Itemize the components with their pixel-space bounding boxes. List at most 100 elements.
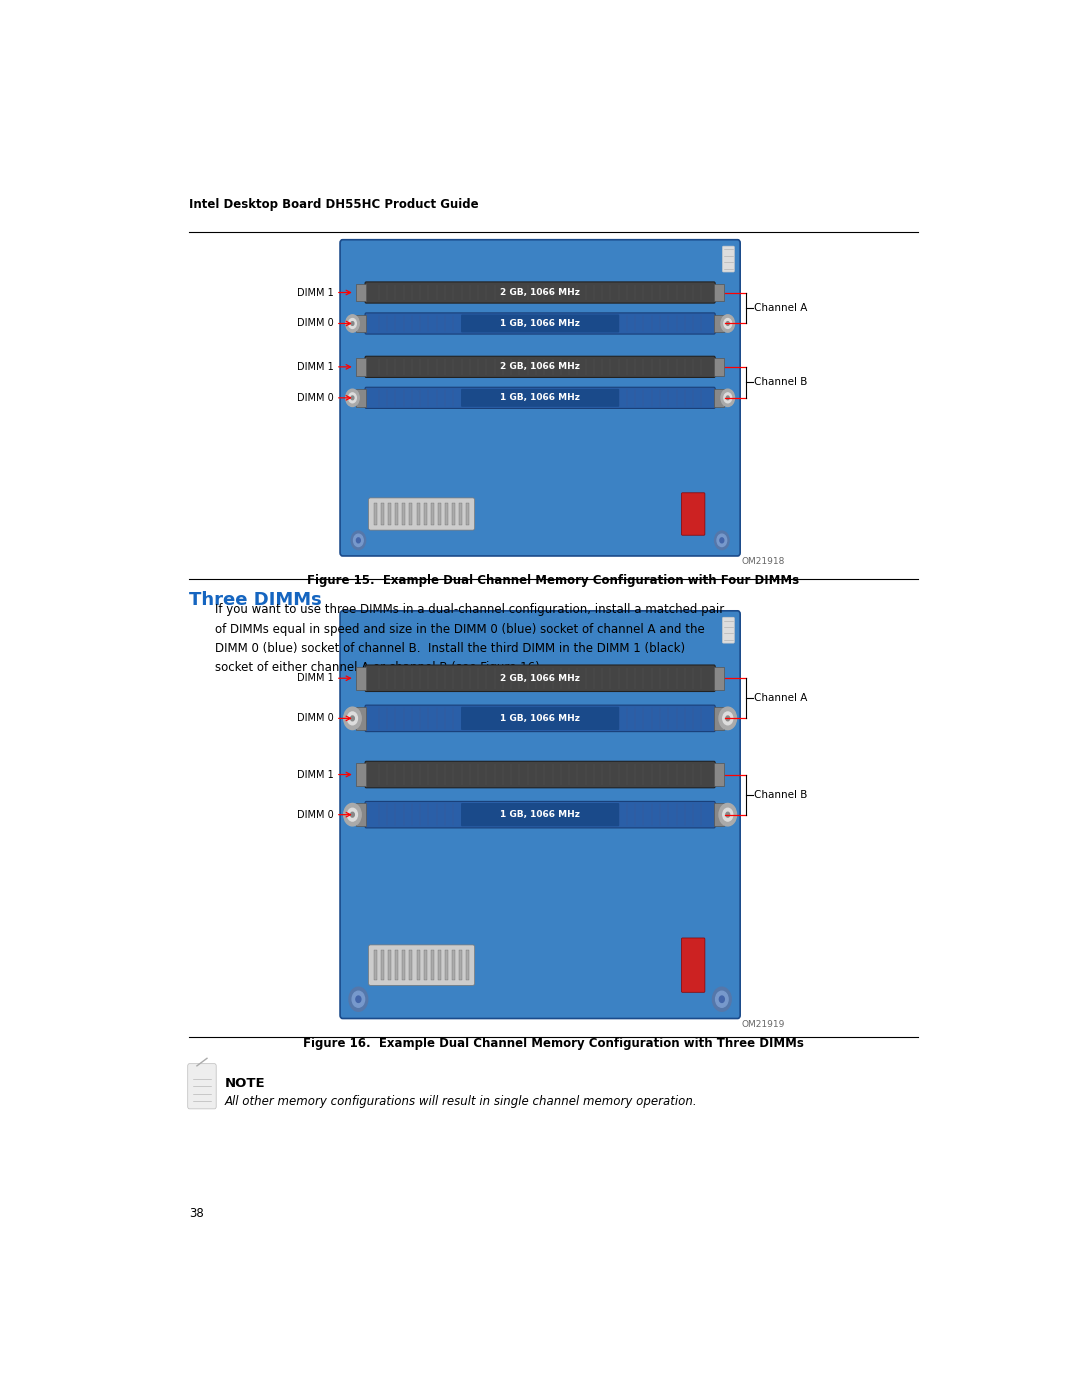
Bar bbox=[445, 503, 448, 525]
Text: Channel B: Channel B bbox=[754, 789, 808, 799]
Circle shape bbox=[351, 717, 354, 721]
FancyBboxPatch shape bbox=[356, 388, 366, 407]
Text: 38: 38 bbox=[189, 1207, 204, 1220]
Circle shape bbox=[719, 707, 737, 729]
FancyBboxPatch shape bbox=[188, 1063, 216, 1109]
FancyBboxPatch shape bbox=[461, 388, 619, 407]
Bar bbox=[423, 950, 427, 979]
Text: DIMM 1: DIMM 1 bbox=[297, 673, 334, 683]
Circle shape bbox=[723, 809, 732, 821]
Bar bbox=[417, 950, 419, 979]
Bar bbox=[402, 503, 405, 525]
Text: DIMM 0: DIMM 0 bbox=[297, 810, 334, 820]
Text: DIMM 1: DIMM 1 bbox=[297, 288, 334, 298]
FancyBboxPatch shape bbox=[365, 761, 715, 788]
Text: DIMM 1: DIMM 1 bbox=[297, 362, 334, 372]
Text: 1 GB, 1066 MHz: 1 GB, 1066 MHz bbox=[500, 319, 580, 328]
Circle shape bbox=[349, 393, 356, 402]
Circle shape bbox=[349, 319, 356, 328]
Circle shape bbox=[351, 321, 354, 326]
Circle shape bbox=[720, 538, 724, 543]
Text: Channel A: Channel A bbox=[754, 693, 808, 703]
Circle shape bbox=[351, 531, 366, 549]
FancyBboxPatch shape bbox=[356, 763, 366, 787]
Circle shape bbox=[348, 809, 357, 821]
FancyBboxPatch shape bbox=[714, 666, 724, 690]
Circle shape bbox=[343, 803, 361, 826]
Bar bbox=[431, 950, 434, 979]
Text: 2 GB, 1066 MHz: 2 GB, 1066 MHz bbox=[500, 288, 580, 298]
Bar bbox=[437, 503, 441, 525]
FancyBboxPatch shape bbox=[356, 666, 366, 690]
Bar bbox=[395, 503, 399, 525]
Circle shape bbox=[356, 996, 361, 1003]
Circle shape bbox=[348, 712, 357, 725]
Circle shape bbox=[715, 531, 729, 549]
Text: If you want to use three DIMMs in a dual-channel configuration, install a matche: If you want to use three DIMMs in a dual… bbox=[215, 604, 724, 616]
Circle shape bbox=[346, 390, 360, 407]
FancyBboxPatch shape bbox=[714, 707, 724, 731]
Text: Figure 16.  Example Dual Channel Memory Configuration with Three DIMMs: Figure 16. Example Dual Channel Memory C… bbox=[303, 1037, 804, 1049]
Text: Channel B: Channel B bbox=[754, 377, 808, 387]
Text: Three DIMMs: Three DIMMs bbox=[189, 591, 322, 609]
FancyBboxPatch shape bbox=[365, 387, 715, 408]
Circle shape bbox=[351, 395, 354, 400]
FancyBboxPatch shape bbox=[714, 803, 724, 826]
FancyBboxPatch shape bbox=[356, 314, 366, 332]
Text: NOTE: NOTE bbox=[225, 1077, 266, 1090]
Circle shape bbox=[343, 707, 361, 729]
FancyBboxPatch shape bbox=[340, 610, 740, 1018]
Bar bbox=[388, 503, 391, 525]
Circle shape bbox=[726, 812, 730, 817]
Text: 1 GB, 1066 MHz: 1 GB, 1066 MHz bbox=[500, 810, 580, 819]
Bar bbox=[402, 950, 405, 979]
Circle shape bbox=[719, 803, 737, 826]
Bar bbox=[409, 503, 413, 525]
Text: Intel Desktop Board DH55HC Product Guide: Intel Desktop Board DH55HC Product Guide bbox=[189, 198, 480, 211]
Bar bbox=[453, 503, 455, 525]
Circle shape bbox=[724, 319, 731, 328]
FancyBboxPatch shape bbox=[356, 358, 366, 376]
Bar bbox=[467, 503, 470, 525]
FancyBboxPatch shape bbox=[461, 803, 619, 826]
Circle shape bbox=[353, 534, 363, 546]
Text: DIMM 0: DIMM 0 bbox=[297, 393, 334, 402]
Circle shape bbox=[724, 393, 731, 402]
FancyBboxPatch shape bbox=[714, 388, 724, 407]
Circle shape bbox=[356, 538, 361, 543]
Bar bbox=[381, 503, 383, 525]
Text: DIMM 0: DIMM 0 bbox=[297, 319, 334, 328]
Bar bbox=[431, 503, 434, 525]
Bar bbox=[388, 950, 391, 979]
Bar bbox=[374, 950, 377, 979]
FancyBboxPatch shape bbox=[356, 707, 366, 731]
Text: All other memory configurations will result in single channel memory operation.: All other memory configurations will res… bbox=[225, 1095, 698, 1108]
Circle shape bbox=[351, 812, 354, 817]
FancyBboxPatch shape bbox=[461, 314, 619, 332]
Text: 1 GB, 1066 MHz: 1 GB, 1066 MHz bbox=[500, 394, 580, 402]
Bar bbox=[409, 950, 413, 979]
Text: Figure 15.  Example Dual Channel Memory Configuration with Four DIMMs: Figure 15. Example Dual Channel Memory C… bbox=[308, 574, 799, 587]
Circle shape bbox=[726, 717, 730, 721]
Bar bbox=[417, 503, 419, 525]
Text: socket of either channel A or channel B (see Figure 16).: socket of either channel A or channel B … bbox=[215, 661, 543, 675]
Circle shape bbox=[717, 534, 727, 546]
FancyBboxPatch shape bbox=[714, 284, 724, 302]
Bar bbox=[437, 950, 441, 979]
Text: 2 GB, 1066 MHz: 2 GB, 1066 MHz bbox=[500, 673, 580, 683]
Bar bbox=[467, 950, 470, 979]
Circle shape bbox=[721, 390, 734, 407]
Circle shape bbox=[727, 321, 729, 326]
FancyBboxPatch shape bbox=[356, 284, 366, 302]
FancyBboxPatch shape bbox=[365, 282, 715, 303]
FancyBboxPatch shape bbox=[340, 240, 740, 556]
FancyBboxPatch shape bbox=[365, 802, 715, 828]
Bar bbox=[374, 503, 377, 525]
Bar bbox=[453, 950, 455, 979]
Bar bbox=[423, 503, 427, 525]
FancyBboxPatch shape bbox=[723, 617, 734, 643]
Text: 1 GB, 1066 MHz: 1 GB, 1066 MHz bbox=[500, 714, 580, 722]
FancyBboxPatch shape bbox=[368, 944, 474, 985]
Bar bbox=[381, 950, 383, 979]
FancyBboxPatch shape bbox=[723, 246, 734, 272]
